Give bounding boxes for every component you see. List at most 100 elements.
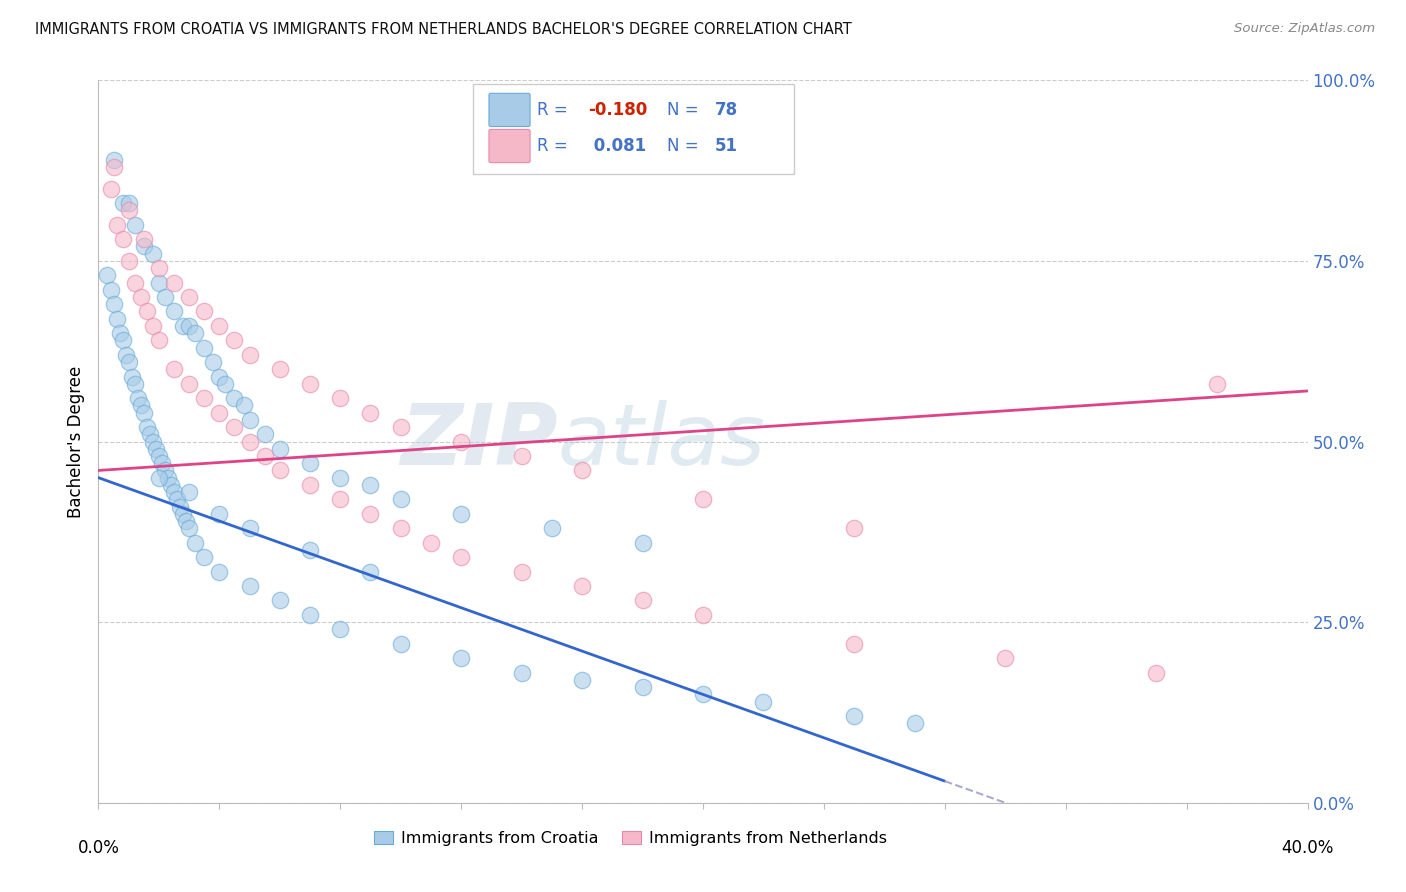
Point xyxy=(139,427,162,442)
Point xyxy=(111,334,134,348)
Point xyxy=(118,196,141,211)
Point xyxy=(96,268,118,283)
Point xyxy=(100,283,122,297)
Point xyxy=(631,680,654,694)
Point xyxy=(299,607,322,622)
Point xyxy=(360,478,382,492)
Point xyxy=(132,239,155,253)
Point xyxy=(224,391,246,405)
Point xyxy=(329,492,352,507)
Point xyxy=(208,369,231,384)
Point xyxy=(179,318,201,333)
Point xyxy=(193,304,215,318)
Point xyxy=(844,709,866,723)
Point xyxy=(184,535,207,549)
Point xyxy=(752,695,775,709)
Point xyxy=(208,565,231,579)
Point xyxy=(269,463,291,477)
Point xyxy=(179,376,201,391)
FancyBboxPatch shape xyxy=(474,84,793,174)
Point xyxy=(163,276,186,290)
Point xyxy=(214,376,236,391)
Point xyxy=(224,420,246,434)
Text: Source: ZipAtlas.com: Source: ZipAtlas.com xyxy=(1234,22,1375,36)
Point xyxy=(329,391,352,405)
Point xyxy=(299,542,322,557)
Point xyxy=(118,253,141,268)
Point xyxy=(129,398,152,412)
Point xyxy=(111,232,134,246)
Point xyxy=(111,196,134,211)
Text: -0.180: -0.180 xyxy=(588,101,647,119)
Point xyxy=(239,579,262,593)
Point xyxy=(224,334,246,348)
Point xyxy=(510,565,533,579)
Point xyxy=(174,514,197,528)
Point xyxy=(132,232,155,246)
Point xyxy=(299,376,322,391)
Point xyxy=(121,369,143,384)
Text: ZIP: ZIP xyxy=(401,400,558,483)
Point xyxy=(184,326,207,341)
Text: atlas: atlas xyxy=(558,400,766,483)
Point xyxy=(571,463,593,477)
Point xyxy=(127,391,149,405)
Point xyxy=(269,442,291,456)
Point xyxy=(179,290,201,304)
Point xyxy=(160,478,183,492)
Point xyxy=(1206,376,1229,391)
Point xyxy=(145,442,167,456)
FancyBboxPatch shape xyxy=(489,129,530,162)
FancyBboxPatch shape xyxy=(489,94,530,127)
Point xyxy=(163,304,186,318)
Point xyxy=(124,276,146,290)
Point xyxy=(208,406,231,420)
Point xyxy=(389,420,412,434)
Point xyxy=(450,507,472,521)
Point xyxy=(150,456,173,470)
Point xyxy=(148,276,170,290)
Point xyxy=(105,311,128,326)
Point xyxy=(420,535,443,549)
Point xyxy=(118,355,141,369)
Point xyxy=(202,355,225,369)
Point xyxy=(571,579,593,593)
Point xyxy=(208,507,231,521)
Point xyxy=(450,434,472,449)
Text: N =: N = xyxy=(666,137,703,155)
Point xyxy=(631,535,654,549)
Point xyxy=(118,203,141,218)
Point xyxy=(631,593,654,607)
Point xyxy=(163,362,186,376)
Point xyxy=(904,716,927,731)
Point xyxy=(163,485,186,500)
Point xyxy=(571,673,593,687)
Text: 51: 51 xyxy=(716,137,738,155)
Point xyxy=(148,449,170,463)
Point xyxy=(148,471,170,485)
Point xyxy=(135,420,157,434)
Point xyxy=(129,290,152,304)
Point xyxy=(844,637,866,651)
Text: 40.0%: 40.0% xyxy=(1281,838,1334,857)
Text: 78: 78 xyxy=(716,101,738,119)
Point xyxy=(193,341,215,355)
Point xyxy=(135,304,157,318)
Point xyxy=(142,318,165,333)
Point xyxy=(389,637,412,651)
Point xyxy=(103,153,125,167)
Text: IMMIGRANTS FROM CROATIA VS IMMIGRANTS FROM NETHERLANDS BACHELOR'S DEGREE CORRELA: IMMIGRANTS FROM CROATIA VS IMMIGRANTS FR… xyxy=(35,22,852,37)
Point xyxy=(389,521,412,535)
Y-axis label: Bachelor's Degree: Bachelor's Degree xyxy=(66,366,84,517)
Point xyxy=(103,160,125,174)
Point xyxy=(124,218,146,232)
Point xyxy=(450,651,472,665)
Point xyxy=(253,449,276,463)
Text: R =: R = xyxy=(537,137,574,155)
Text: R =: R = xyxy=(537,101,574,119)
Point xyxy=(169,500,191,514)
Point xyxy=(193,550,215,565)
Point xyxy=(510,665,533,680)
Point xyxy=(132,406,155,420)
Point xyxy=(844,521,866,535)
